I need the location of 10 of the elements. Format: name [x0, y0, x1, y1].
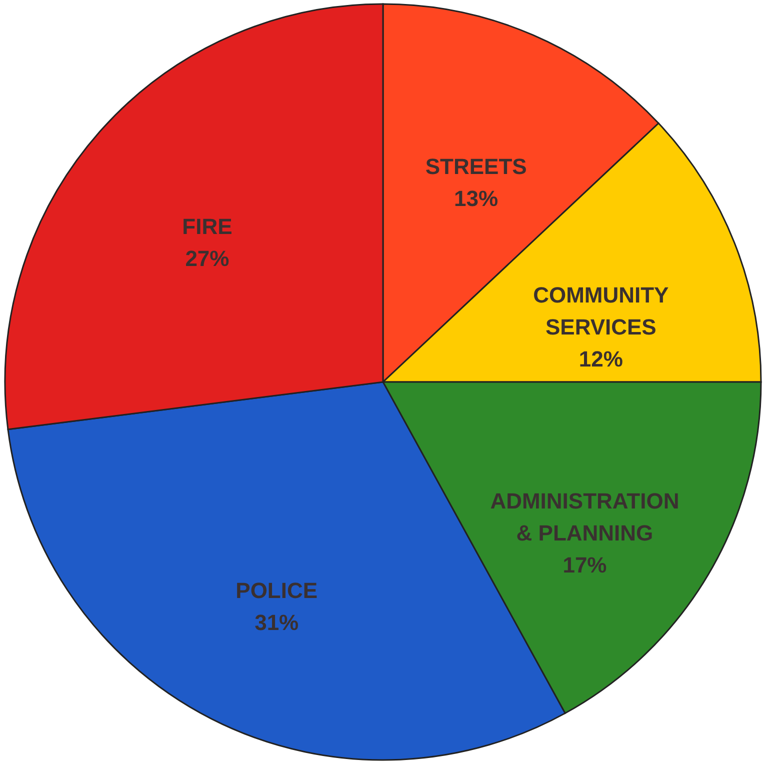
slice-label: FIRE	[182, 214, 232, 240]
slice-label: STREETS	[425, 154, 527, 179]
slice-label: ADMINISTRATION & PLANNING	[490, 488, 680, 546]
data-label: 31%	[254, 610, 299, 635]
data-label: 12%	[578, 346, 623, 372]
data-label: 27%	[185, 246, 230, 272]
data-label: 17%	[562, 552, 607, 578]
data-label: 13%	[454, 186, 498, 211]
slice-label: COMMUNITY SERVICES	[533, 282, 670, 340]
slice-label: POLICE	[236, 578, 318, 603]
